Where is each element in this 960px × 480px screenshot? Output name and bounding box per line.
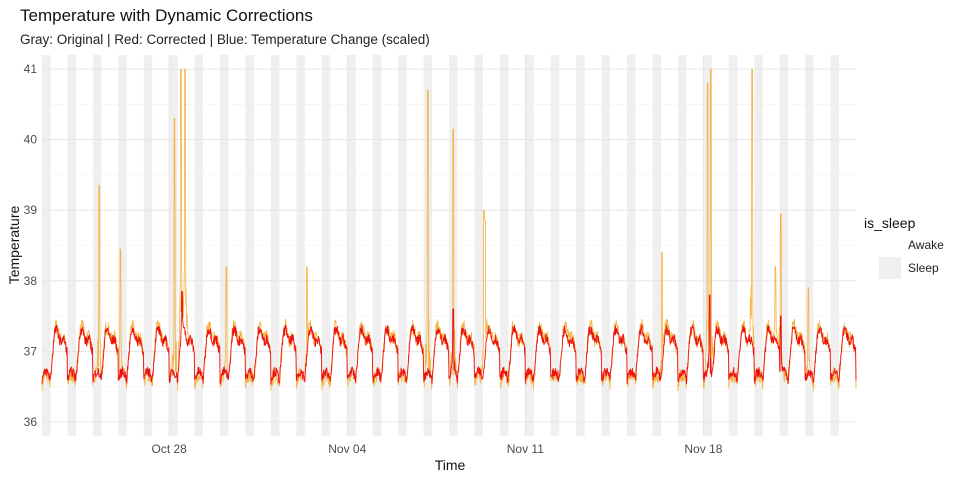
y-axis-title: Temperature <box>6 205 22 284</box>
legend-key-sleep <box>879 257 901 279</box>
x-tick-label: Nov 11 <box>507 442 544 456</box>
legend-title: is_sleep <box>864 215 916 231</box>
series-layer <box>41 68 857 392</box>
y-tick-label: 40 <box>24 133 38 147</box>
legend-key-awake <box>879 233 901 255</box>
x-tick-label: Oct 28 <box>152 442 188 456</box>
legend-label-sleep: Sleep <box>908 261 939 275</box>
y-tick-label: 36 <box>24 415 38 429</box>
y-tick-label: 38 <box>24 274 38 288</box>
chart-title: Temperature with Dynamic Corrections <box>20 6 313 25</box>
series-line-corrected <box>41 290 857 385</box>
x-axis-title: Time <box>435 457 466 473</box>
y-tick-label: 41 <box>24 62 38 76</box>
x-tick-label: Nov 04 <box>328 442 366 456</box>
y-tick-label: 39 <box>24 203 38 217</box>
x-tick-label: Nov 18 <box>684 442 722 456</box>
y-tick-label: 37 <box>24 344 38 358</box>
legend-label-awake: Awake <box>908 238 944 252</box>
x-axis: Oct 28 Nov 04 Nov 11 Nov 18 <box>152 442 723 456</box>
y-axis: 36 37 38 39 40 41 <box>24 62 38 429</box>
chart-subtitle: Gray: Original | Red: Corrected | Blue: … <box>20 32 430 47</box>
legend: is_sleep Awake Sleep <box>864 215 944 279</box>
